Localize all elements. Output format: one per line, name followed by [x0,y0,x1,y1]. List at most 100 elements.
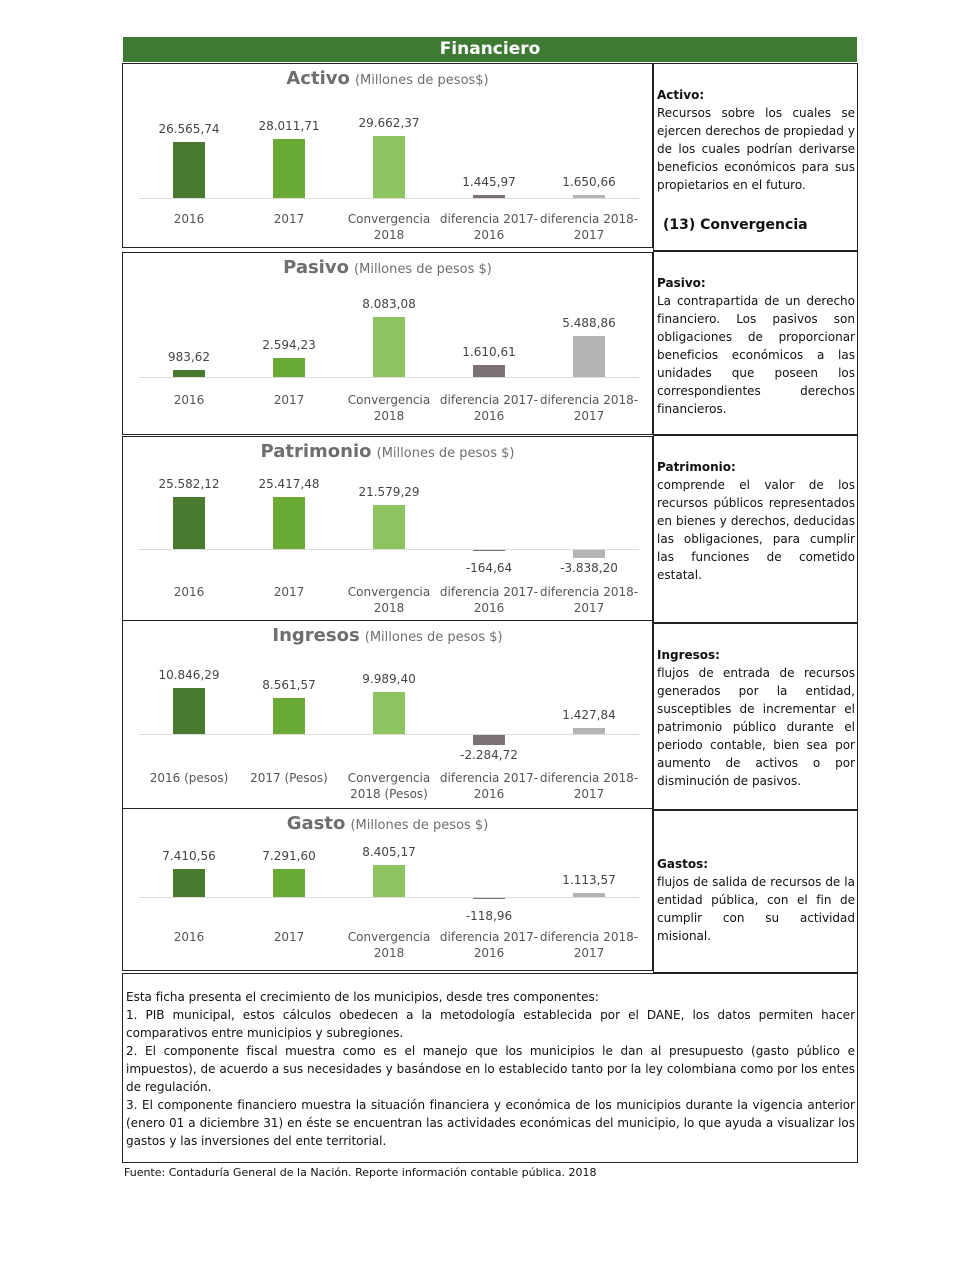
definition-text: flujos de entrada de recursos generados … [657,666,855,788]
value-label: 10.846,29 [158,668,220,682]
notes: Esta ficha presenta el crecimiento de lo… [122,973,858,1163]
value-label: 1.427,84 [562,707,616,722]
bar [273,497,305,549]
value-label: 9.989,40 [362,671,416,686]
definition-term: Gastos: [657,857,709,871]
value-label: 8.083,08 [362,297,416,311]
bar [473,365,505,377]
value-label: 2.594,23 [262,337,316,352]
category-label: diferencia 2018-2017 [539,930,639,960]
category-label: diferencia 2017-2016 [439,212,539,242]
value-label: 8.405,17 [362,845,416,859]
definition-text: flujos de salida de recursos de la entid… [657,875,855,943]
definition-note: (13) Convergencia [663,217,808,233]
bar [273,697,305,734]
bar [473,194,505,198]
definition-term: Pasivo: [657,276,706,290]
value-label: 28.011,71 [258,119,320,134]
value-label: 983,62 [168,349,210,364]
value-label: 7.410,56 [162,848,216,863]
category-label: 2016 [173,393,205,407]
value-label: 1.445,97 [462,174,516,189]
notes-item: 3. El componente financiero muestra la s… [126,1098,855,1148]
value-label: -3.838,20 [560,561,618,575]
bar [373,136,405,198]
baseline [139,377,639,378]
definition: Ingresos: flujos de entrada de recursos g… [653,623,858,810]
bar [373,691,405,734]
category-label: diferencia 2018-2017 [539,771,639,801]
title: Patrimonio [260,441,372,462]
bar [173,688,205,734]
bar [573,194,605,198]
subtitle: (Millones de pesos $) [376,446,515,461]
chart-title: Pasivo (Millones de pesos $) [123,257,652,278]
category-label: Convergencia 2018 [347,393,431,423]
category-label: 2017 [273,585,305,599]
bar [273,139,305,198]
category-label: 2016 (pesos) [149,771,229,785]
value-label: 8.561,57 [262,677,316,692]
value-label: 26.565,74 [158,122,220,137]
value-label: -2.284,72 [460,747,518,762]
subtitle: (Millones de pesos $) [364,630,503,645]
definition-text: comprende el valor de los recursos públi… [657,478,855,582]
chart-panel: Patrimonio (Millones de pesos $) 25.582,1… [122,436,653,621]
definition: Patrimonio: comprende el valor de los rec… [653,435,858,623]
bar [273,357,305,377]
definition-text: Recursos sobre los cuales se ejercen der… [657,106,855,192]
baseline [139,549,639,550]
category-label: diferencia 2018-2017 [539,393,639,423]
category-label: Convergencia 2018 [347,585,431,615]
chart-title: Ingresos (Millones de pesos $) [123,625,652,646]
bar [173,142,205,198]
title: Activo [286,68,350,89]
definition: Gastos: flujos de salida de recursos de l… [653,810,858,973]
source: Fuente: Contaduría General de la Nación.… [124,1166,597,1179]
subtitle: (Millones de pesos$) [354,73,489,88]
value-label: 25.417,48 [258,477,320,492]
value-label: 25.582,12 [158,477,220,491]
value-label: 29.662,37 [358,116,420,130]
chart-panel: Gasto (Millones de pesos $) 7.410,56 2016 7… [122,808,653,971]
bar [373,505,405,549]
value-label: 7.291,60 [262,849,316,864]
value-label: 1.650,66 [562,174,616,189]
value-label: 5.488,86 [562,316,616,331]
definition-term: Patrimonio: [657,460,736,474]
subtitle: (Millones de pesos $) [350,818,489,833]
category-label: diferencia 2017-2016 [439,393,539,423]
bar [473,550,505,551]
baseline [139,897,639,898]
value-label: 1.610,61 [462,345,516,360]
category-label: diferencia 2017-2016 [439,585,539,615]
category-label: 2017 [273,212,305,226]
title: Gasto [286,813,346,834]
bar [373,317,405,377]
bar [573,336,605,377]
category-label: 2017 [273,930,305,944]
value-label: 1.113,57 [562,872,616,887]
bar [473,735,505,745]
notes-item: 1. PIB municipal, estos cálculos obedece… [126,1008,855,1040]
title: Ingresos [272,625,360,646]
bar [573,892,605,897]
category-label: diferencia 2018-2017 [539,212,639,242]
chart-panel: Pasivo (Millones de pesos $) 983,62 2016 2.… [122,252,653,435]
value-label: -164,64 [465,561,513,575]
category-label: diferencia 2017-2016 [439,930,539,960]
bar [173,497,205,549]
category-label: 2017 [273,393,305,407]
bar [573,727,605,734]
notes-intro: Esta ficha presenta el crecimiento de lo… [126,990,599,1004]
value-label: -118,96 [465,909,513,923]
baseline [139,198,639,199]
chart-title: Activo (Millones de pesos$) [123,68,652,89]
bar [173,868,205,897]
category-label: Convergencia 2018 [347,930,431,960]
chart-title: Gasto (Millones de pesos $) [123,813,652,834]
category-label: 2016 [173,212,205,226]
title: Pasivo [283,257,349,278]
definition: Activo: Recursos sobre los cuales se ejer… [653,63,858,251]
